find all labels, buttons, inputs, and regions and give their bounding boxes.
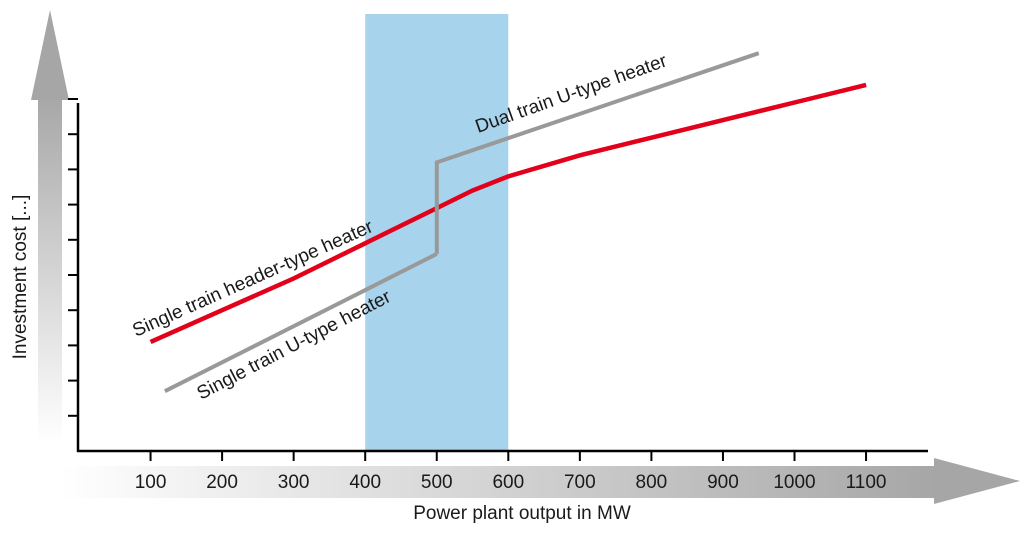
series-line-2: [163, 252, 438, 393]
x-tick-label: 200: [206, 472, 238, 493]
x-tick-label: 300: [278, 472, 310, 493]
y-axis-arrow: [31, 10, 69, 442]
series-line-3: [434, 51, 760, 254]
series-line-1: [149, 82, 867, 344]
x-tick-label: 1000: [773, 472, 815, 493]
x-tick-label: 700: [564, 472, 596, 493]
x-tick-labels: 100 200 300 400 500 600 700 800 900 1000 1100: [135, 472, 887, 493]
x-axis-arrow: [60, 458, 1020, 504]
x-ticks: [149, 451, 868, 461]
x-axis-title: Power plant output in MW: [413, 503, 631, 524]
x-tick-label: 500: [421, 472, 453, 493]
y-axis-title: Investment cost [...]: [10, 195, 31, 360]
curve-label-single-train-u: Single train U-type heater: [194, 286, 395, 404]
x-tick-label: 900: [707, 472, 739, 493]
series-group: [149, 51, 867, 393]
x-tick-label: 100: [135, 472, 167, 493]
y-ticks: [68, 98, 78, 417]
x-tick-label: 600: [492, 472, 524, 493]
x-tick-label: 400: [349, 472, 381, 493]
x-tick-label: 1100: [846, 472, 887, 493]
x-tick-label: 800: [636, 472, 668, 493]
